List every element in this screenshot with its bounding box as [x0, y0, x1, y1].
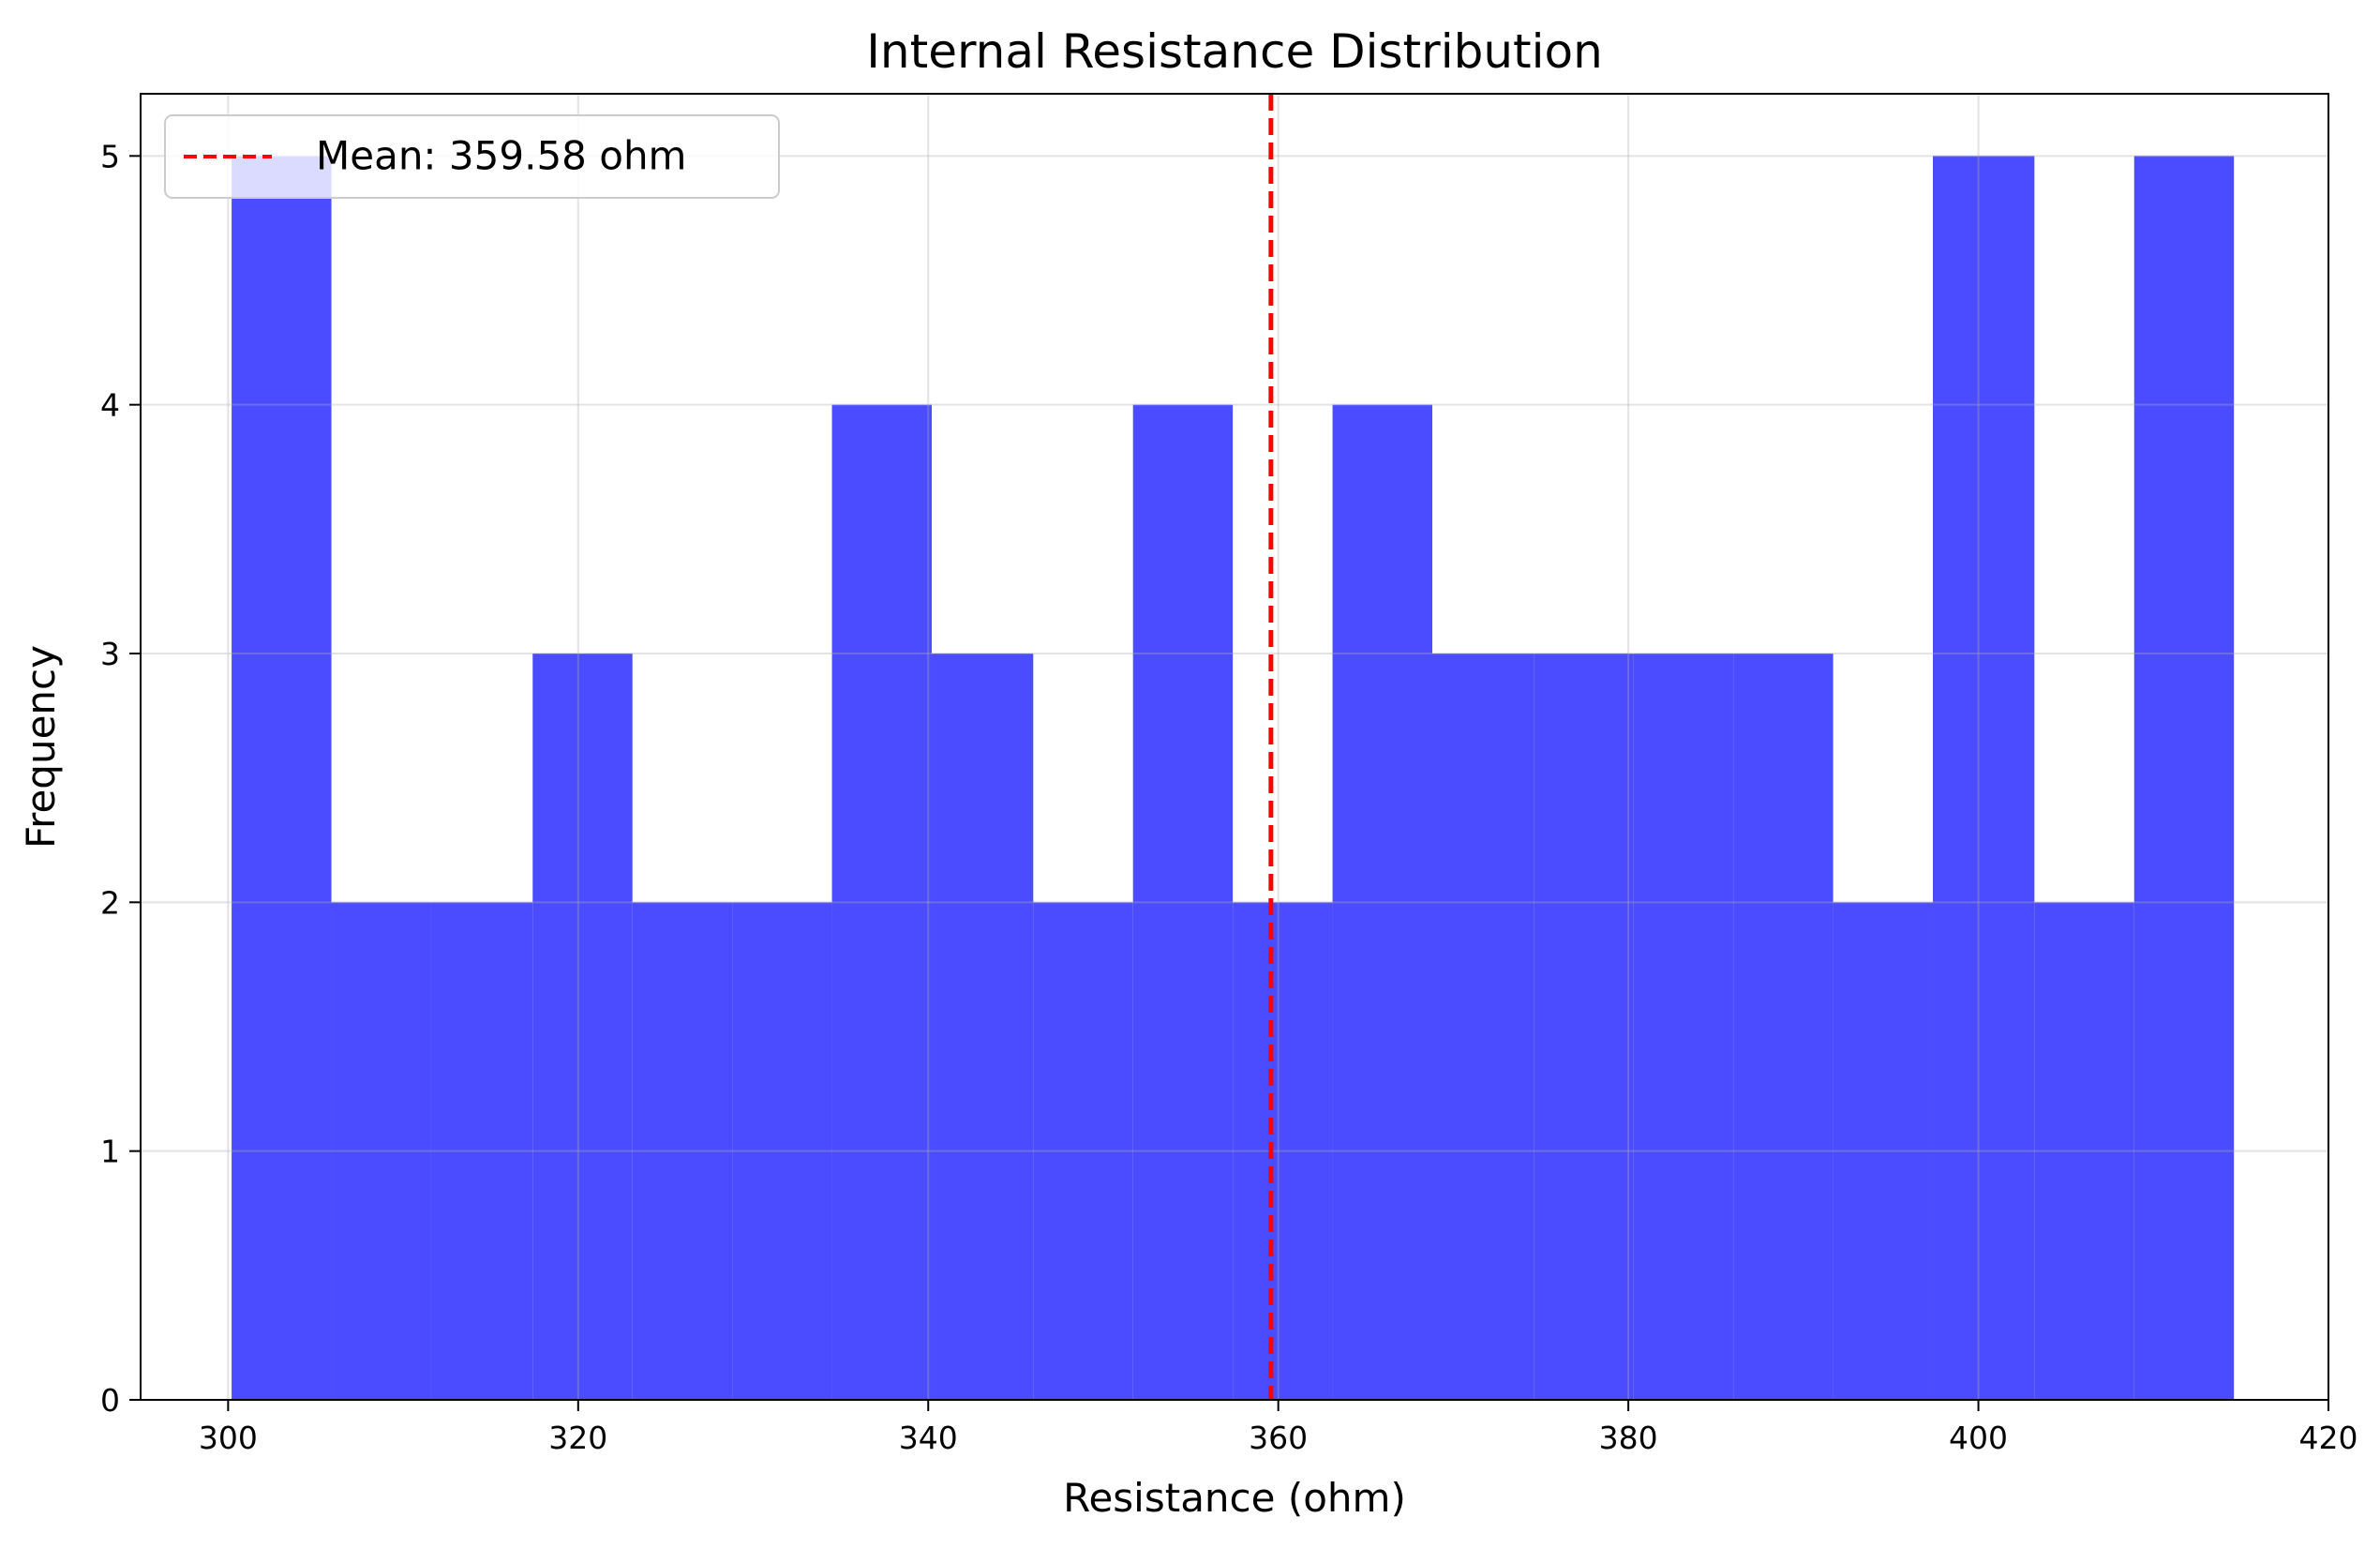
x-tick-label: 380: [1599, 1420, 1658, 1456]
x-tick-label: 360: [1249, 1420, 1308, 1456]
y-tick-label: 5: [100, 138, 120, 174]
histogram-bar: [1033, 902, 1133, 1400]
histogram-bar: [232, 156, 332, 1400]
histogram-bar: [632, 902, 733, 1400]
histogram-bar: [732, 902, 832, 1400]
histogram-bar: [430, 902, 533, 1400]
y-tick-label: 3: [100, 636, 120, 672]
x-tick-label: 320: [548, 1420, 607, 1456]
histogram-bar: [1534, 654, 1634, 1400]
histogram-bar: [1833, 902, 1934, 1400]
histogram-bar: [331, 902, 431, 1400]
histogram-bar: [1431, 654, 1534, 1400]
histogram-bar: [2133, 156, 2235, 1400]
histogram-bar: [1633, 654, 1734, 1400]
ticks-layer: 300 320 340 360 380 400 420 0 1 2 3 4 5: [100, 138, 2358, 1456]
x-axis-label: Resistance (ohm): [1063, 1475, 1406, 1521]
axes-frame: [140, 93, 2329, 1401]
x-tick-label: 300: [199, 1420, 258, 1456]
histogram-bar: [831, 404, 932, 1401]
legend: Mean: 359.58 ohm: [164, 114, 780, 199]
legend-box: [164, 114, 780, 199]
histogram-bar: [1733, 654, 1834, 1400]
histogram-bar: [2034, 902, 2134, 1400]
histogram-bar: [1332, 404, 1432, 1401]
bars-layer: [232, 156, 2235, 1401]
y-tick-label: 1: [100, 1134, 120, 1170]
legend-mean-label: Mean: 359.58 ohm: [316, 133, 686, 179]
y-tick-label: 2: [100, 884, 120, 921]
histogram-bar: [1233, 902, 1333, 1400]
x-tick-label: 400: [1949, 1420, 2008, 1456]
x-tick-label: 420: [2299, 1420, 2358, 1456]
histogram-bar: [931, 654, 1034, 1400]
x-tick-label: 340: [899, 1420, 958, 1456]
histogram-bar: [1132, 404, 1234, 1401]
y-tick-label: 4: [100, 387, 120, 424]
histogram-bar: [532, 654, 633, 1400]
y-axis-label: Frequency: [18, 645, 64, 849]
y-tick-label: 0: [100, 1382, 120, 1419]
histogram-bar: [1933, 156, 2035, 1400]
chart-title: Internal Resistance Distribution: [866, 24, 1603, 79]
